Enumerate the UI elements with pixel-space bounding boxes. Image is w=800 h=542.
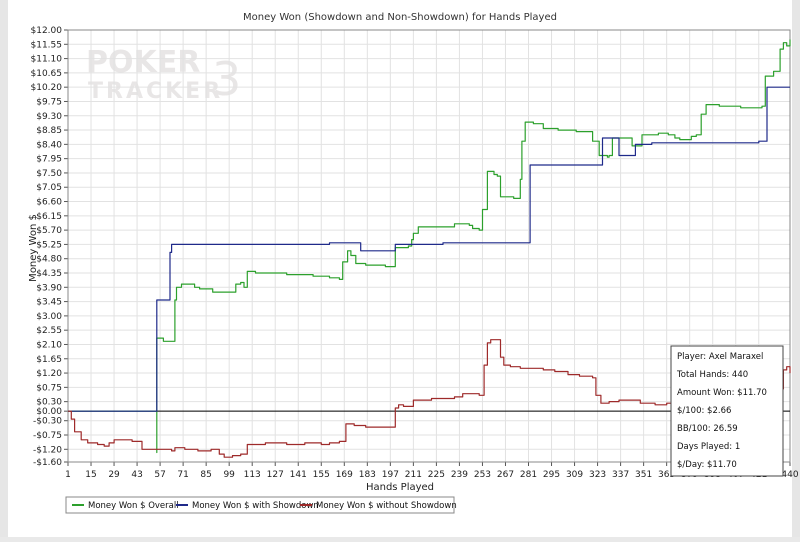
y-tick-label: $7.50 xyxy=(36,169,62,179)
x-tick-label: 113 xyxy=(244,470,261,480)
x-tick-label: 99 xyxy=(223,470,235,480)
x-tick-label: 295 xyxy=(543,470,560,480)
y-tick-label: $5.70 xyxy=(36,226,62,236)
y-tick-label: $0.75 xyxy=(36,383,62,393)
stats-line: Amount Won: $11.70 xyxy=(677,388,767,398)
y-tick-label: $4.35 xyxy=(36,269,62,279)
y-tick-label: $8.40 xyxy=(36,140,62,150)
x-tick-label: 71 xyxy=(177,470,188,480)
legend: Money Won $ Overall Money Won $ with Show… xyxy=(65,496,457,514)
x-tick-label: 57 xyxy=(154,470,165,480)
y-tick-label: $1.65 xyxy=(36,355,62,365)
legend-label-2: Money Won $ with Showdown xyxy=(192,501,319,511)
y-tick-label: $9.30 xyxy=(36,112,62,122)
x-tick-label: 351 xyxy=(635,470,652,480)
x-tick-label: 43 xyxy=(131,470,142,480)
legend-label-3: Money Won $ without Showdown xyxy=(316,501,457,511)
plot-frame xyxy=(67,29,791,463)
legend-frame xyxy=(65,496,455,514)
x-tick-label: 15 xyxy=(85,470,96,480)
stats-line: $/100: $2.66 xyxy=(677,406,731,416)
right-window-strip xyxy=(792,0,800,537)
series xyxy=(68,39,791,458)
left-window-strip xyxy=(0,0,8,537)
x-tick-label: 141 xyxy=(290,470,307,480)
stats-line: $/Day: $11.70 xyxy=(677,460,737,470)
watermark-mark: 3 xyxy=(212,52,241,106)
y-tick-label: -$0.30 xyxy=(33,417,62,427)
x-tick-label: 440 xyxy=(781,470,798,480)
y-tick-label: $3.45 xyxy=(36,298,62,308)
x-tick-label: 1 xyxy=(65,470,71,480)
stats-line: BB/100: 26.59 xyxy=(677,424,738,434)
y-tick-label: $1.20 xyxy=(36,369,62,379)
watermark-line1: POKER xyxy=(86,45,200,80)
x-tick-label: 337 xyxy=(612,470,629,480)
poker-tracker-watermark: POKER TRACKER 3 xyxy=(86,45,241,106)
y-tick-label: $11.55 xyxy=(31,40,63,50)
x-tick-label: 197 xyxy=(382,470,399,480)
y-tick-label: $2.55 xyxy=(36,326,62,336)
x-tick-label: 211 xyxy=(405,470,422,480)
stats-line: Player: Axel Maraxel xyxy=(677,352,763,362)
y-tick-label: $4.80 xyxy=(36,255,62,265)
stats-line: Total Hands: 440 xyxy=(676,370,748,380)
axes: -$1.60 -$1.20 -$0.75 -$0.30$0.00$0.30 $0.75 $… xyxy=(31,26,799,480)
y-tick-label: $12.00 xyxy=(31,26,63,36)
x-tick-label: 281 xyxy=(520,470,537,480)
y-tick-label: $6.15 xyxy=(36,212,62,222)
stats-line: Days Played: 1 xyxy=(677,442,740,452)
y-tick-label: $8.85 xyxy=(36,126,62,136)
legend-label-1: Money Won $ Overall xyxy=(88,501,179,511)
y-tick-label: $3.90 xyxy=(36,283,62,293)
x-tick-label: 323 xyxy=(589,470,606,480)
y-tick-label: $2.10 xyxy=(36,340,62,350)
x-tick-label: 225 xyxy=(428,470,445,480)
series-line-3 xyxy=(68,339,791,458)
y-tick-label: $7.95 xyxy=(36,155,62,165)
x-tick-label: 183 xyxy=(359,470,376,480)
x-tick-label: 365 xyxy=(658,470,675,480)
x-tick-label: 267 xyxy=(497,470,514,480)
x-tick-label: 29 xyxy=(108,470,120,480)
x-tick-label: 309 xyxy=(566,470,583,480)
y-tick-label: $0.00 xyxy=(36,407,62,417)
y-tick-label: $5.25 xyxy=(36,240,62,250)
x-tick-label: 85 xyxy=(200,470,211,480)
y-tick-label: $0.30 xyxy=(36,398,62,408)
y-tick-label: $6.60 xyxy=(36,198,62,208)
y-axis-label: Money Won $ xyxy=(28,214,39,282)
y-tick-label: $3.00 xyxy=(36,312,62,322)
x-tick-label: 253 xyxy=(474,470,491,480)
y-tick-label: -$1.60 xyxy=(33,458,62,468)
stats-box-frame xyxy=(670,345,784,477)
y-tick-label: -$0.75 xyxy=(33,431,62,441)
y-tick-label: $11.10 xyxy=(31,55,63,65)
series-line-2 xyxy=(68,86,790,412)
x-tick-label: 155 xyxy=(313,470,330,480)
y-tick-label: $7.05 xyxy=(36,183,62,193)
watermark-line2: TRACKER xyxy=(88,79,223,104)
x-tick-label: 239 xyxy=(451,470,468,480)
y-tick-label: $9.75 xyxy=(36,97,62,107)
x-tick-label: 127 xyxy=(267,470,284,480)
x-tick-label: 169 xyxy=(336,470,353,480)
series-line-1 xyxy=(68,39,791,454)
x-axis-label: Hands Played xyxy=(366,482,434,493)
y-tick-label: -$1.20 xyxy=(33,445,62,455)
y-tick-label: $10.20 xyxy=(31,83,63,93)
chart-title: Money Won (Showdown and Non-Showdown) fo… xyxy=(243,12,557,23)
y-tick-label: $10.65 xyxy=(31,69,63,79)
stats-box: Player: Axel Maraxel Total Hands: 440 Amou… xyxy=(670,345,784,477)
